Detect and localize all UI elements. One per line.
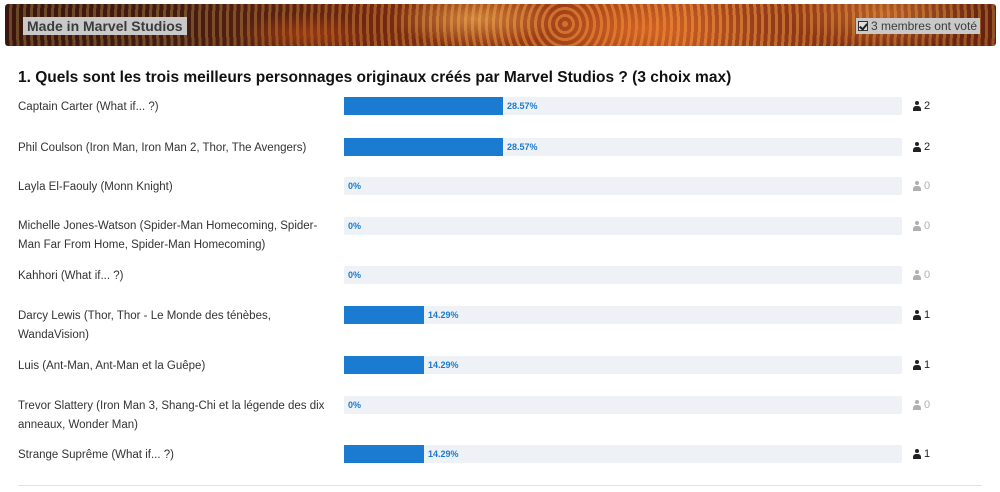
poll-option-voters[interactable]: 1 (913, 445, 930, 463)
poll-option-percent: 14.29% (428, 310, 459, 320)
poll-option-count: 0 (924, 180, 931, 192)
user-icon (913, 142, 921, 152)
vote-count-badge: 3 membres ont voté (855, 18, 980, 34)
user-icon (913, 360, 921, 370)
poll-option-percent: 0% (348, 400, 362, 410)
poll-option-label: Trevor Slattery (Iron Man 3, Shang-Chi e… (18, 400, 325, 431)
check-square-icon (857, 21, 868, 31)
poll-option-percent: 0% (348, 221, 362, 231)
poll-option-voters[interactable]: 2 (913, 138, 930, 156)
poll-option-voters[interactable]: 2 (913, 97, 930, 115)
poll-option-bar-fill (344, 138, 503, 156)
poll-option-bar: 14.29% (344, 306, 902, 324)
poll-option-voters[interactable]: 0 (913, 266, 930, 284)
poll-option-voters[interactable]: 0 (913, 177, 930, 195)
poll-option-voters[interactable]: 1 (913, 356, 930, 374)
poll-option-percent: 14.29% (428, 449, 459, 459)
poll-option-voters[interactable]: 0 (913, 396, 930, 414)
poll-option-label: Darcy Lewis (Thor, Thor - Le Monde des t… (18, 310, 271, 341)
poll-option-label: Kahhori (What if... ?) (18, 270, 124, 282)
poll-option-count: 1 (924, 309, 931, 321)
poll-option-percent: 14.29% (428, 360, 459, 370)
poll-option-count: 1 (924, 448, 931, 460)
user-icon (913, 221, 921, 231)
poll-option-count: 0 (924, 220, 931, 232)
poll-option-bar-fill (344, 356, 424, 374)
user-icon (913, 449, 921, 459)
user-icon (913, 310, 921, 320)
poll-option-voters[interactable]: 1 (913, 306, 930, 324)
poll-option-percent: 0% (348, 181, 362, 191)
poll-option-label: Captain Carter (What if... ?) (18, 101, 159, 113)
poll-option-percent: 0% (348, 270, 362, 280)
user-icon (913, 270, 921, 280)
poll-option-bar: 14.29% (344, 445, 902, 463)
poll-option-count: 0 (924, 399, 931, 411)
user-icon (913, 181, 921, 191)
divider (18, 485, 982, 486)
poll-option-percent: 28.57% (507, 142, 538, 152)
poll-option-count: 2 (924, 100, 931, 112)
vote-count-text: 3 membres ont voté (870, 19, 977, 33)
poll-option-count: 2 (924, 141, 931, 153)
poll-option-bar: 0% (344, 396, 902, 414)
poll-option-bar: 14.29% (344, 356, 902, 374)
poll-option-percent: 28.57% (507, 101, 538, 111)
poll-option-voters[interactable]: 0 (913, 217, 930, 235)
poll-option-count: 1 (924, 359, 931, 371)
poll-question: 1. Quels sont les trois meilleurs person… (18, 69, 732, 86)
user-icon (913, 101, 921, 111)
poll-option-bar: 28.57% (344, 97, 902, 115)
poll-option-bar: 0% (344, 177, 902, 195)
poll-option-count: 0 (924, 269, 931, 281)
poll-option-label: Michelle Jones-Watson (Spider-Man Homeco… (18, 220, 318, 251)
poll-title: Made in Marvel Studios (23, 17, 187, 35)
poll-option-label: Strange Suprême (What if... ?) (18, 449, 174, 461)
poll-option-bar: 28.57% (344, 138, 902, 156)
poll-option-label: Phil Coulson (Iron Man, Iron Man 2, Thor… (18, 142, 307, 154)
poll-option-bar-fill (344, 306, 424, 324)
poll-banner: Made in Marvel Studios 3 membres ont vot… (5, 4, 996, 46)
poll-option-bar-fill (344, 97, 503, 115)
poll-option-label: Luis (Ant-Man, Ant-Man et la Guêpe) (18, 360, 206, 372)
poll-option-bar: 0% (344, 266, 902, 284)
user-icon (913, 400, 921, 410)
poll-option-bar-fill (344, 445, 424, 463)
poll-option-label: Layla El-Faouly (Monn Knight) (18, 181, 173, 193)
poll-option-bar: 0% (344, 217, 902, 235)
